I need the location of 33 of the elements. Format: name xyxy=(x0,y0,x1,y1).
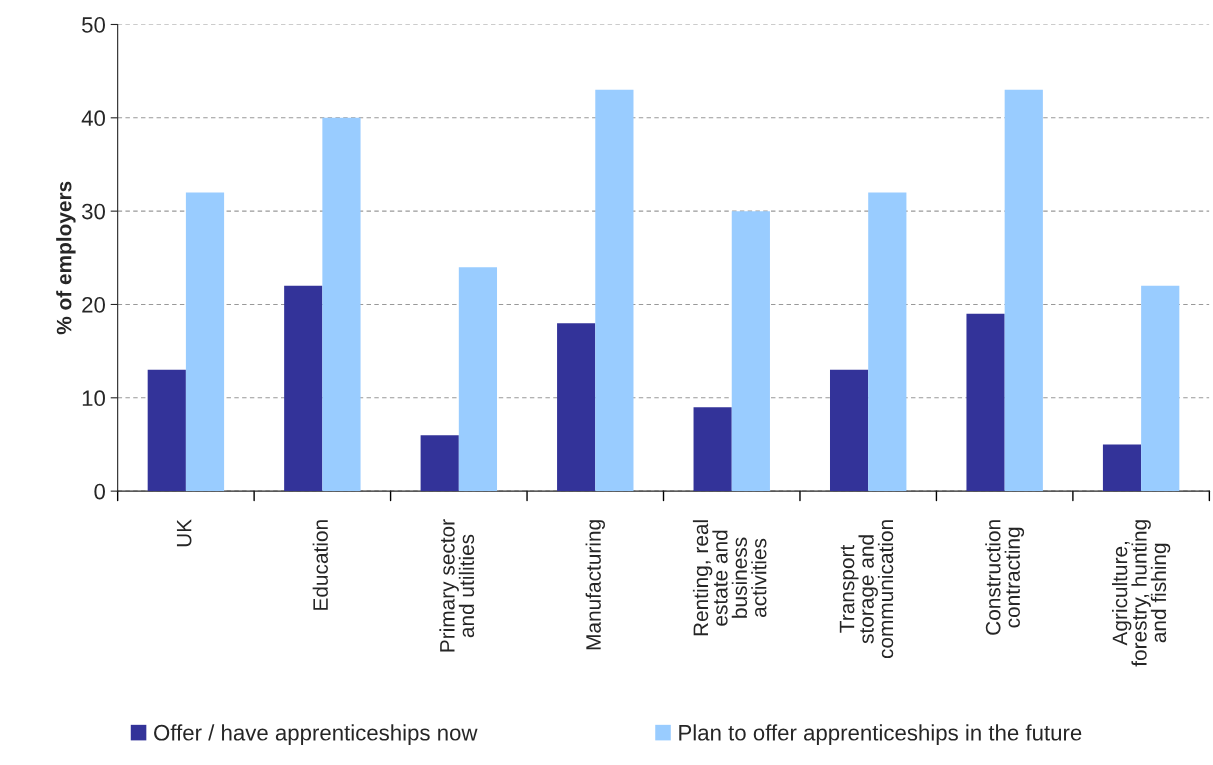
legend-label: Plan to offer apprenticeships in the future xyxy=(679,724,1082,745)
x-tick-label: Agriculture, forestry, hunting and fishing xyxy=(1112,520,1171,667)
y-tick-label: 40 xyxy=(81,110,105,127)
y-axis-title: % of employers xyxy=(56,181,76,335)
x-tick-label: Manufacturing xyxy=(585,520,605,650)
bar xyxy=(284,285,323,492)
bar xyxy=(147,369,186,492)
bar xyxy=(1004,89,1043,492)
y-tick-label: 20 xyxy=(82,297,105,313)
bar xyxy=(595,89,634,492)
bar xyxy=(420,435,459,492)
x-tick-label: Construction contracting xyxy=(985,520,1025,635)
bar xyxy=(868,192,907,492)
bar xyxy=(693,407,732,492)
bar xyxy=(322,117,361,492)
bar xyxy=(1102,444,1142,492)
x-tick-label: UK xyxy=(176,519,192,547)
bar xyxy=(966,313,1005,492)
bar xyxy=(830,369,869,492)
x-tick-label: Primary sector and utilities xyxy=(439,519,475,652)
y-tick-label: 0 xyxy=(94,483,105,500)
y-tick-label: 30 xyxy=(81,203,105,220)
x-tick-label: Transport storage and communication xyxy=(839,520,894,659)
bar xyxy=(458,267,498,492)
bar xyxy=(185,192,225,492)
y-tick-label: 10 xyxy=(82,390,105,407)
y-tick-label: 50 xyxy=(82,17,105,33)
x-tick-label: Education xyxy=(312,520,328,610)
bar xyxy=(1141,285,1180,492)
bar xyxy=(731,211,770,492)
bar xyxy=(557,323,596,492)
legend-label: Offer / have apprenticeships now xyxy=(154,724,478,745)
x-tick-label: Renting, real estate and business activities xyxy=(692,520,767,636)
